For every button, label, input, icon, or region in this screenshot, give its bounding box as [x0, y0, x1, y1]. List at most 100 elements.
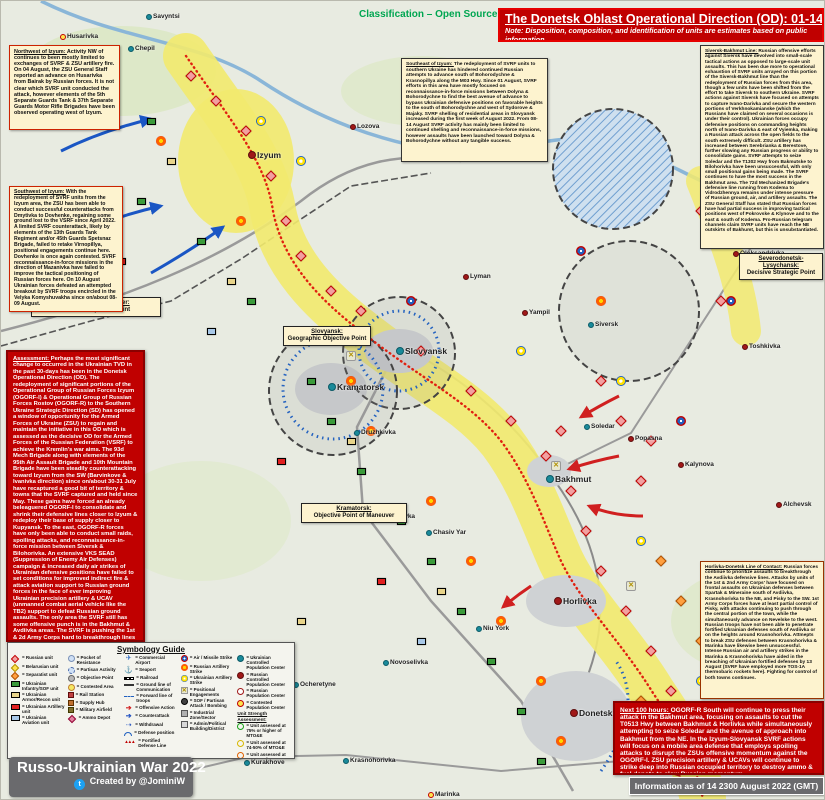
annotation-title: Southwest of Izyum: [14, 189, 66, 195]
city-siversk: Siversk [588, 316, 618, 334]
unit-marker-russian [665, 685, 677, 697]
strike-russian-artillery [156, 136, 166, 146]
annotation-title: Southeast of Izyum: [406, 62, 454, 67]
strike-ukrainian-artillery [296, 156, 306, 166]
city-husarivka: Husarivka [60, 28, 98, 46]
legend-label: = Belarusian unit [22, 663, 59, 669]
legend-label: = Ukrainian Aviation unit [22, 715, 50, 726]
unit-marker-ua-infantry [137, 198, 146, 205]
legend-label: = Ammo Depot [78, 714, 111, 720]
unit-marker-ua-armor [437, 588, 446, 595]
annotation-body: The redeployment of SVRF units to southe… [406, 62, 543, 145]
unit-marker-ua-infantry [457, 608, 466, 615]
legend-label: = Defense position [134, 730, 175, 736]
strike-russian-artillery [536, 676, 546, 686]
flot-icon [124, 696, 135, 698]
strike-ukrainian-artillery [516, 346, 526, 356]
gloc-icon [124, 684, 135, 687]
legend-column-5: = Ukrainian Controlled Population Center… [237, 655, 291, 758]
city-druzhkivka: Druzhkivka [354, 424, 396, 442]
map-title-box: The Donetsk Oblast Operational Direction… [498, 8, 824, 42]
legend-label: = Ukrainian Artillery Strike [189, 675, 233, 686]
unit-marker-russian [185, 70, 197, 82]
legend-label: = Partisan Activity [76, 666, 116, 672]
annotation-horlivka-donetsk: Horlivka-Donetsk Line of Contact: Russia… [700, 561, 824, 699]
city-chepil: Chepil [128, 40, 155, 58]
city-label: Horlivka [563, 595, 597, 606]
footer-badge: Russo-Ukrainian War 2022 t Created by @J… [9, 757, 206, 797]
population-center-dot [776, 501, 782, 508]
annotation-title: Northwest of Izyum: [14, 49, 67, 55]
legend-label: = Railroad [136, 675, 159, 681]
unit-marker-separatist [655, 555, 667, 567]
strike-air-missile [406, 296, 416, 306]
fortified-icon: ▲▲▲ [124, 738, 135, 744]
population-center-dot [476, 625, 482, 632]
legend-label: = Positional Engagements [189, 686, 220, 697]
legend-item-ground-line-of-communication: = Ground line of Communication [124, 682, 178, 692]
legend-label: = Offensive Action [135, 704, 175, 710]
city-donetsk: Donetsk [570, 704, 613, 722]
unit-marker-russian [595, 565, 607, 577]
legend-label: = Commercial Airport [135, 655, 165, 666]
page-title: The Donetsk Oblast Operational Direction… [505, 12, 824, 26]
contested-icon [67, 683, 75, 691]
annotation-title: Siversk-Bakhmut Line: [705, 49, 759, 54]
legend-title: Symbology Guide [116, 645, 185, 654]
legend-item-positional-engagements: ✕ = Positional Engagements [180, 686, 235, 697]
ua-inf-icon [11, 680, 20, 687]
legend-item-ukrainian-aviation-unit: = Ukrainian Aviation unit [11, 715, 65, 725]
positional-icon: ✕ [180, 686, 188, 694]
legend-column-3: ✈ = Commercial Airport ⚓ = Seaport = Railroa… [124, 655, 178, 758]
legend-label: = Russian Population Center [246, 688, 286, 699]
unit-marker-russian [540, 450, 552, 462]
city-ocheretyne: Ocheretyne [293, 676, 336, 694]
objective-circle-severodonetsk [552, 108, 674, 230]
city-label: Bakhmut [555, 473, 592, 484]
annotation-body: Russian offensive efforts against Sivers… [705, 49, 819, 234]
offensive-arrow [500, 584, 532, 609]
strike-russian-artillery [366, 426, 376, 436]
legend-item-contested-population-center: = Contested Population Center [237, 699, 291, 710]
city-horlivka: Horlivka [554, 592, 597, 610]
population-center-dot [678, 461, 684, 468]
strategic-point-title: Slovyansk: [311, 329, 343, 335]
strike-air-missile [726, 296, 736, 306]
legend-item-military-airfield: = Military Airfield [67, 707, 122, 714]
legend-label: = Withdrawal [135, 721, 164, 727]
legend-columns: = Russian unit = Belarusian unit = Separat… [10, 654, 291, 758]
city-label: Ocheretyne [300, 681, 336, 689]
legend-item-russian-unit: = Russian unit [10, 654, 65, 664]
annotation-title: Horlivka-Donetsk Line of Contact: [705, 565, 784, 570]
population-center-dot [343, 757, 349, 764]
seaport-icon: ⚓ [124, 666, 134, 674]
strike-air-missile [676, 416, 686, 426]
legend-column-2: = Pocket of Resistance = Partisan Activit… [67, 655, 122, 758]
assessment-box: Assessment: Perhaps the most significant… [6, 350, 145, 642]
unit-marker-russian [555, 425, 567, 437]
unit-marker-ua-infantry [247, 298, 256, 305]
population-center-dot [350, 123, 356, 130]
unit-marker-russian [280, 215, 292, 227]
withdraw-icon: ⇢ [125, 721, 132, 729]
offensive-icon: ➔ [125, 704, 132, 712]
population-center-dot [428, 791, 434, 798]
legend-label: = Ukrainian Armor/Recon unit [22, 692, 61, 703]
counter-icon: ➔ [125, 713, 132, 721]
legend-column-1: = Russian unit = Belarusian unit = Separat… [10, 654, 65, 758]
unit-marker-ua-infantry [357, 468, 366, 475]
strategic-point-title: Severodonetsk-Lysychansk: [758, 256, 804, 269]
legend-item-russian-artillery-strike: = Russian Artillery Strike [180, 663, 235, 674]
next-100-hours-box: Next 100 hours: OGORF-R South will conti… [613, 701, 824, 775]
legend-item-supply-hub: = Supply Hub [67, 699, 122, 706]
unit-marker-ua-armor [167, 158, 176, 165]
objective-icon [67, 675, 75, 683]
city-krasnohorivka: Krasnohorivka [343, 752, 396, 770]
legend-item-withdrawal: ⇢ = Withdrawal [124, 722, 178, 729]
strike-positional: ✕ [346, 351, 356, 361]
population-center-dot [244, 759, 250, 766]
strategic-point-subtitle: Objective Point of Maneuver [313, 512, 395, 519]
ua-pop-icon [237, 655, 245, 662]
annotation-siversk-bakhmut: Siversk-Bakhmut Line: Russian offensive … [700, 45, 824, 249]
unit-marker-russian [580, 525, 592, 537]
